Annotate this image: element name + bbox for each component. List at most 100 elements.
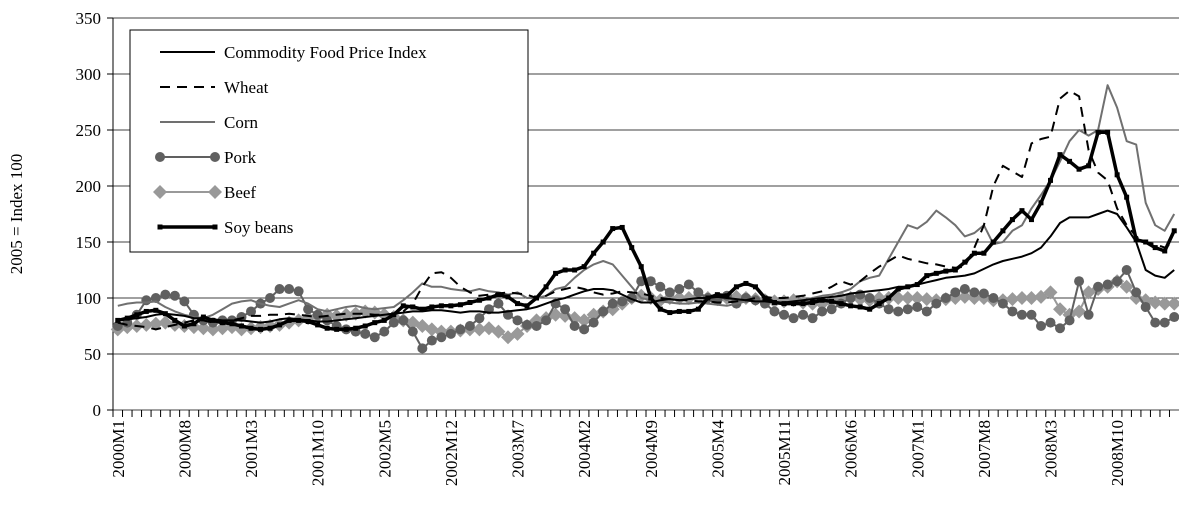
pork-marker <box>522 319 533 330</box>
pork-marker <box>464 321 475 331</box>
soy-marker <box>1067 158 1073 164</box>
soy-marker <box>515 301 521 307</box>
y-tick-label: 200 <box>76 177 102 196</box>
soy-marker <box>334 326 340 332</box>
soy-marker <box>743 280 749 286</box>
soy-marker <box>724 293 730 299</box>
soy-marker <box>705 295 711 301</box>
pork-marker <box>969 287 980 298</box>
pork-marker <box>588 317 599 328</box>
soy-marker <box>534 295 540 301</box>
pork-marker <box>1102 279 1113 290</box>
pork-marker <box>379 326 390 337</box>
pork-marker <box>893 306 904 317</box>
soy-marker <box>1114 172 1120 178</box>
pork-marker <box>1150 317 1161 328</box>
beef-marker <box>1005 292 1020 307</box>
soy-marker <box>305 319 311 325</box>
legend: Commodity Food Price Index Wheat Corn Pork B… <box>129 29 529 253</box>
soy-marker <box>1086 163 1092 169</box>
pork-marker <box>284 284 295 295</box>
soy-marker <box>829 298 835 304</box>
soy-marker <box>648 295 654 301</box>
soy-marker <box>686 308 692 314</box>
pork-marker <box>455 324 466 335</box>
soy-marker <box>848 303 854 309</box>
beef-marker <box>1043 285 1058 300</box>
soy-marker <box>791 301 797 307</box>
x-tick-label: 2005M4 <box>708 420 727 478</box>
soy-marker <box>495 292 501 298</box>
soy-marker <box>905 284 911 290</box>
soy-marker <box>381 317 387 323</box>
beef-marker <box>148 316 163 331</box>
soy-marker <box>372 320 378 326</box>
x-tick-label: 2001M3 <box>242 420 261 478</box>
beef-marker <box>672 291 687 305</box>
soy-marker <box>657 306 663 312</box>
beef-marker <box>500 330 515 345</box>
pork-marker <box>246 306 257 317</box>
soy-marker <box>962 259 968 265</box>
pork-marker <box>407 326 418 337</box>
soy-marker <box>296 317 302 323</box>
pork-marker <box>1140 301 1151 312</box>
pork-marker <box>940 293 951 303</box>
beef-marker <box>1157 296 1172 311</box>
pork-marker <box>1016 309 1027 320</box>
pork-marker <box>1074 276 1085 287</box>
pork-marker <box>674 284 685 295</box>
pork-marker <box>950 287 961 298</box>
soy-marker <box>638 264 644 270</box>
pork-marker <box>369 332 380 343</box>
beef-marker <box>1119 279 1134 294</box>
soy-marker <box>1095 129 1101 135</box>
pork-marker <box>360 328 371 339</box>
y-tick-label: 50 <box>84 345 101 364</box>
soy-marker <box>714 292 720 298</box>
pork-marker <box>779 309 790 320</box>
soy-marker <box>867 306 873 312</box>
soy-marker <box>212 224 218 230</box>
soy-marker <box>467 299 473 305</box>
soy-marker <box>543 284 549 290</box>
soy-marker <box>924 273 930 279</box>
soy-marker <box>324 325 330 331</box>
soy-marker <box>752 284 758 290</box>
pork-marker <box>997 298 1008 309</box>
soy-marker <box>1143 239 1149 245</box>
pork-marker <box>817 306 828 317</box>
soy-marker <box>857 304 863 310</box>
soy-marker <box>229 321 235 327</box>
beef-marker <box>491 324 506 339</box>
pork-marker <box>798 309 809 320</box>
pork-marker <box>598 306 609 317</box>
soy-marker <box>115 317 121 323</box>
soy-marker <box>1009 217 1015 223</box>
beef-marker <box>1053 302 1068 317</box>
soy-marker <box>343 326 349 332</box>
pork-marker <box>303 304 314 315</box>
soy-marker <box>1152 245 1158 251</box>
pork-marker <box>617 296 628 307</box>
y-tick-label: 300 <box>76 65 102 84</box>
pork-marker <box>512 315 523 326</box>
x-tick-label: 2002M12 <box>442 420 461 486</box>
soy-marker <box>1162 248 1168 254</box>
pork-marker <box>664 287 675 298</box>
soy-marker <box>476 297 482 303</box>
soy-marker <box>391 312 397 318</box>
pork-marker <box>921 306 932 317</box>
soy-marker <box>610 226 616 232</box>
soy-marker <box>258 326 264 332</box>
beef-marker <box>424 322 439 337</box>
pork-marker <box>902 304 913 315</box>
pork-marker <box>607 298 618 309</box>
soy-marker <box>886 295 892 301</box>
soy-marker <box>400 303 406 309</box>
pork-marker <box>179 296 190 307</box>
soy-marker <box>581 264 587 270</box>
soy-marker <box>134 312 140 318</box>
y-tick-label: 350 <box>76 9 102 28</box>
soy-marker <box>210 317 216 323</box>
